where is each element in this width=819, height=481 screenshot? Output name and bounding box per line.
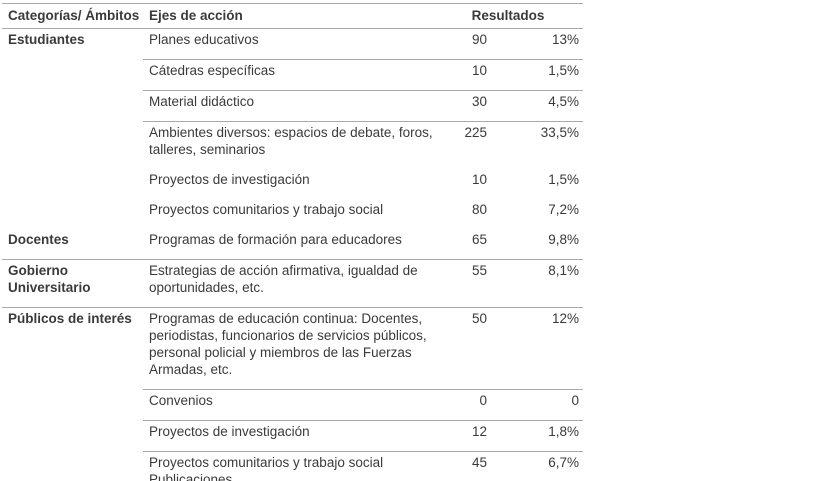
header-row: Categorías/ Ámbitos Ejes de acción Resul… (2, 3, 583, 29)
cell-porcentaje: 9,8% (548, 232, 579, 247)
cell-valor: 12 (433, 420, 487, 452)
cell-valor: 55 (433, 259, 487, 308)
cell-porcentaje: 6,7% (487, 451, 583, 481)
table-row: Docentes Programas de formación para edu… (2, 229, 583, 260)
table-row: Cátedras específicas 10 1,5% (2, 59, 583, 91)
cell-categoria (2, 122, 143, 170)
cell-porcentaje: 1,8% (487, 420, 583, 452)
cell-categoria: Gobierno Universitario (2, 259, 143, 308)
table-row: Ambientes diversos: espacios de debate, … (2, 121, 583, 170)
cell-categoria: Estudiantes (8, 32, 85, 47)
table-row: Proyectos de investigación 12 1,8% (2, 420, 583, 452)
cell-porcentaje: 4,5% (487, 90, 583, 122)
cell-valor: 45 (433, 451, 487, 481)
table-row: Estudiantes Planes educativos 90 13% (2, 29, 583, 60)
cell-eje: Proyectos de investigación (143, 420, 433, 452)
table-row: Proyectos comunitarios y trabajo social … (2, 451, 583, 481)
cell-eje: Proyectos comunitarios y trabajo social (149, 202, 384, 217)
cell-valor: 50 (433, 307, 487, 390)
cell-eje: Proyectos comunitarios y trabajo social … (143, 451, 433, 481)
cell-categoria: Docentes (8, 232, 69, 247)
cell-valor: 10 (433, 59, 487, 91)
cell-categoria (2, 91, 143, 122)
cell-categoria (2, 199, 143, 229)
results-table-body: Estudiantes Planes educativos 90 13% Cát… (2, 29, 583, 481)
cell-valor: 65 (471, 232, 487, 247)
cell-porcentaje: 7,2% (548, 202, 579, 217)
cell-porcentaje: 1,5% (487, 59, 583, 91)
cell-eje: Programas de formación para educadores (149, 232, 402, 247)
cell-porcentaje: 13% (551, 32, 579, 47)
cell-porcentaje: 12% (487, 307, 583, 390)
table-row: Material didáctico 30 4,5% (2, 90, 583, 122)
cell-porcentaje: 0 (487, 389, 583, 421)
cell-eje: Ambientes diversos: espacios de debate, … (143, 121, 433, 169)
cell-categoria (2, 421, 143, 452)
cell-porcentaje: 33,5% (487, 121, 583, 169)
header-eje: Ejes de acción (143, 3, 433, 29)
cell-eje: Convenios (143, 389, 433, 421)
cell-valor: 225 (433, 121, 487, 169)
cell-eje: Cátedras específicas (143, 59, 433, 91)
cell-valor: 0 (433, 389, 487, 421)
cell-valor: 30 (433, 90, 487, 122)
table-row: Proyectos de investigación 10 1,5% (2, 169, 583, 199)
cell-eje: Material didáctico (143, 90, 433, 122)
cell-categoria: Públicos de interés (2, 307, 143, 390)
cell-categoria (2, 169, 143, 199)
cell-eje: Programas de educación continua: Docente… (143, 307, 433, 390)
results-table: Categorías/ Ámbitos Ejes de acción Resul… (2, 3, 583, 481)
cell-valor: 10 (471, 172, 487, 187)
header-resultados: Resultados (433, 3, 583, 29)
cell-valor: 90 (471, 32, 487, 47)
cell-eje: Planes educativos (149, 32, 259, 47)
cell-eje: Proyectos de investigación (149, 172, 310, 187)
cell-eje: Estrategias de acción afirmativa, iguald… (143, 259, 433, 308)
cell-porcentaje: 1,5% (548, 172, 579, 187)
cell-categoria (2, 60, 143, 91)
cell-categoria (2, 390, 143, 421)
cell-porcentaje: 8,1% (487, 259, 583, 308)
table-row: Gobierno Universitario Estrategias de ac… (2, 259, 583, 308)
table-row: Públicos de interés Programas de educaci… (2, 307, 583, 390)
table-row: Proyectos comunitarios y trabajo social … (2, 199, 583, 229)
cell-categoria (2, 451, 143, 481)
table-row: Convenios 0 0 (2, 389, 583, 421)
cell-valor: 80 (471, 202, 487, 217)
table-header: Categorías/ Ámbitos Ejes de acción Resul… (2, 3, 583, 29)
header-categoria: Categorías/ Ámbitos (2, 3, 143, 29)
